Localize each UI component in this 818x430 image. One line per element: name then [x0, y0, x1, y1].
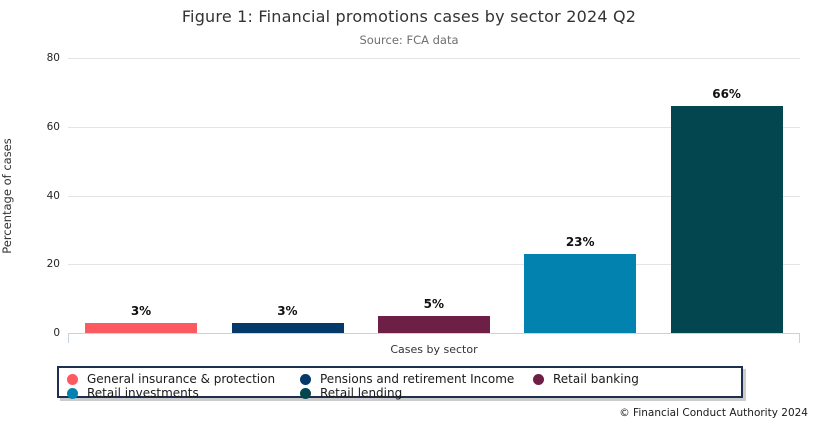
- gridline-80: [68, 58, 800, 59]
- gridline-0: [68, 333, 800, 334]
- bar-pensions-and-retirement-income: [231, 322, 344, 333]
- gridline-40: [68, 195, 800, 197]
- legend-item-pensions-and-retirement-income: Pensions and retirement Income: [300, 372, 514, 386]
- gridline-20: [68, 264, 800, 266]
- gridline-60: [68, 126, 800, 128]
- legend-label: Pensions and retirement Income: [320, 372, 515, 386]
- legend-label: Retail banking: [553, 372, 639, 386]
- legend-item-retail-investments: Retail investments: [67, 386, 199, 400]
- bar-retail-investments: [524, 253, 637, 333]
- legend-swatch-pensions-and-retirement-income: [300, 373, 311, 385]
- x-axis-start-tick: [68, 333, 69, 343]
- bar-value-label-retail-investments: 23%: [565, 234, 595, 249]
- bar-value-label-retail-lending: 66%: [712, 87, 741, 102]
- x-axis-end-tick: [799, 333, 800, 343]
- bar-general-insurance-protection: [85, 322, 198, 333]
- y-tick-label-60: 60: [46, 120, 60, 133]
- copyright-text: © Financial Conduct Authority 2024: [619, 407, 808, 419]
- legend-item-retail-banking: Retail banking: [533, 372, 639, 386]
- bar-value-label-retail-banking: 5%: [423, 296, 444, 311]
- bar-retail-lending: [670, 106, 783, 333]
- legend-item-retail-lending: Retail lending: [300, 386, 402, 400]
- legend: General insurance & protection Pensions a…: [57, 366, 743, 400]
- y-tick-label-80: 80: [46, 52, 60, 64]
- y-axis-title: Percentage of cases: [0, 138, 14, 254]
- legend-swatch-retail-lending: [300, 387, 311, 399]
- legend-label: Retail lending: [320, 386, 403, 400]
- chart-title: Figure 1: Financial promotions cases by …: [181, 7, 637, 26]
- bar-value-label-general-insurance-protection: 3%: [130, 303, 152, 318]
- bar-value-label-pensions-and-retirement-income: 3%: [277, 303, 298, 318]
- legend-label: Retail investments: [87, 386, 199, 400]
- chart-subtitle: Source: FCA data: [359, 33, 459, 47]
- plot-area: 0 20 40 60 80 3% 3% 5% 23% 66%: [47, 52, 800, 343]
- legend-item-general-insurance-protection: General insurance & protection: [67, 372, 275, 386]
- bar-retail-banking: [378, 315, 490, 333]
- legend-label: General insurance & protection: [87, 372, 276, 386]
- legend-swatch-general-insurance-protection: [67, 373, 78, 385]
- y-tick-label-40: 40: [46, 189, 60, 202]
- legend-swatch-retail-investments: [67, 387, 78, 399]
- y-tick-label-20: 20: [46, 258, 60, 271]
- x-axis-title: Cases by sector: [390, 343, 478, 356]
- legend-swatch-retail-banking: [533, 373, 544, 385]
- y-tick-label-0: 0: [53, 327, 60, 339]
